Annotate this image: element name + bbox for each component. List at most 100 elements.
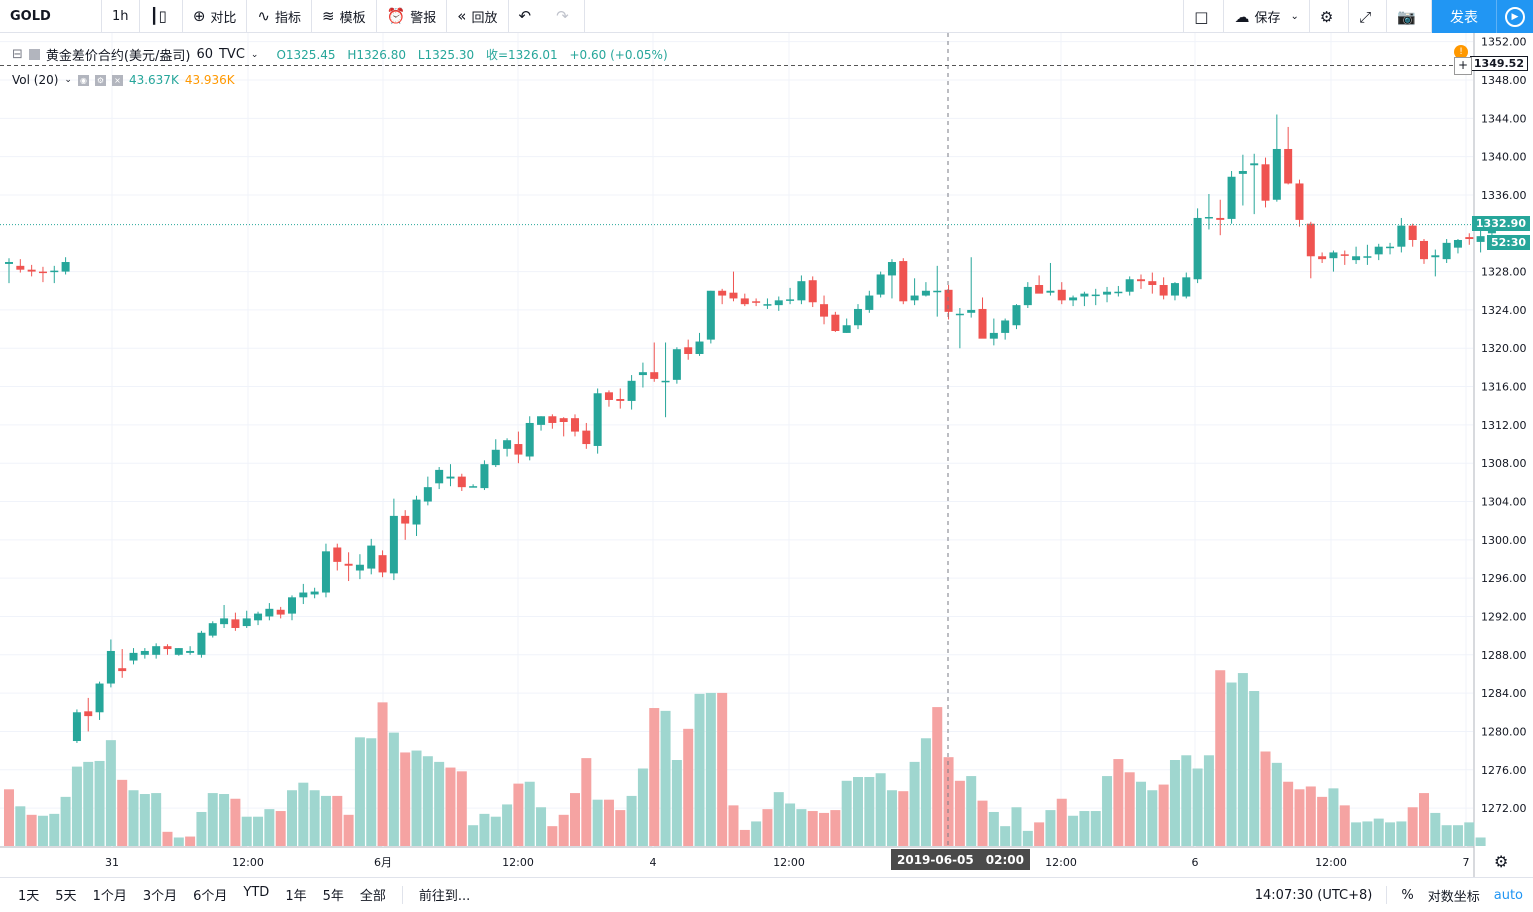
volume-bar <box>411 750 422 846</box>
volume-bar <box>751 821 762 846</box>
candle-body <box>672 349 681 380</box>
volume-bar <box>1045 810 1056 846</box>
volume-bar <box>388 732 399 846</box>
volume-bar <box>1396 821 1407 846</box>
candle-body <box>1125 279 1134 292</box>
candle-body <box>469 486 478 488</box>
candle-body <box>752 301 761 303</box>
candle-body <box>854 308 862 326</box>
volume-bar <box>1147 790 1158 846</box>
bottom-bar: 1天 5天 1个月 3个月 6个月 YTD 1年 5年 全部 前往到... 14:07:30 (… <box>0 877 1533 911</box>
add-alert-icon[interactable]: + <box>1454 57 1472 75</box>
candle-body <box>571 418 579 432</box>
indicators-button[interactable]: ∿ 指标 <box>247 0 312 33</box>
chart-style-button[interactable]: ┃▯ <box>140 0 183 33</box>
candle-body <box>1238 171 1247 174</box>
candle-body <box>288 597 296 614</box>
candle-body <box>378 555 387 573</box>
redo-button[interactable]: ↷ <box>546 0 585 33</box>
clock[interactable]: 14:07:30 (UTC+8) <box>1254 887 1373 903</box>
volume-bar <box>1419 793 1429 846</box>
volume-bar <box>264 809 275 846</box>
candle-body <box>1046 290 1055 293</box>
volume-bar <box>377 702 388 846</box>
range-button[interactable]: 1年 <box>285 889 307 904</box>
volume-bar <box>615 810 626 846</box>
auto-toggle[interactable]: auto <box>1493 887 1523 903</box>
volume-bar <box>1283 781 1294 846</box>
snapshot-button[interactable]: 📷 <box>1387 0 1432 33</box>
alert-button[interactable]: ⏰ 警报 <box>377 0 448 33</box>
range-button[interactable]: 1个月 <box>92 889 127 904</box>
candle-body <box>955 313 964 316</box>
replay-button[interactable]: « 回放 <box>447 0 509 33</box>
chevron-down-icon[interactable]: ⌄ <box>250 49 259 60</box>
candle-body <box>276 609 285 615</box>
range-button[interactable]: 5年 <box>322 889 344 904</box>
volume-bar <box>1090 811 1101 846</box>
candle-body <box>899 261 908 302</box>
volume-bar <box>739 829 750 846</box>
eye-icon[interactable]: ◉ <box>77 74 89 86</box>
cloud-icon: ☁ <box>1234 7 1250 26</box>
volume-bar <box>1056 798 1067 846</box>
save-button[interactable]: ☁ 保存 ⌄ <box>1224 0 1310 33</box>
volume-bar <box>117 779 128 846</box>
gear-icon[interactable]: ⚙ <box>94 74 106 86</box>
settings-button[interactable]: ⚙ <box>1310 0 1350 33</box>
volume-bar <box>309 790 320 846</box>
templates-button[interactable]: ≋ 模板 <box>312 0 377 33</box>
chart-settings-icon[interactable]: ⚙ <box>1494 852 1509 871</box>
price-tick-label: 1292.00 <box>1481 610 1527 623</box>
volume-bar <box>1441 825 1452 846</box>
volume-bar <box>683 728 694 846</box>
candle-body <box>208 623 217 636</box>
range-button[interactable]: 5天 <box>55 889 77 904</box>
fullscreen-button[interactable]: ⤢ <box>1349 0 1388 33</box>
price-chart[interactable]: 1352.00 1348.00 1344.00 1340.00 1336.00 1328.… <box>0 33 1533 877</box>
price-tick-label: 1324.00 <box>1481 304 1527 317</box>
candle-body <box>1227 176 1236 219</box>
open-value: O1325.45 <box>276 48 336 62</box>
time-tick-label: 4 <box>650 856 657 869</box>
range-button[interactable]: YTD <box>243 885 270 900</box>
volume-bar <box>60 796 71 846</box>
range-button[interactable]: 6个月 <box>193 889 228 904</box>
candle-body <box>84 711 93 717</box>
candle-body <box>1159 285 1168 296</box>
undo-button[interactable]: ↶ <box>509 0 547 33</box>
top-toolbar: GOLD 1h ┃▯ ⊕ 对比 ∿ 指标 ≋ 模板 ⏰ 警报 « 回放 ↶ ↷ … <box>0 0 1533 33</box>
range-button[interactable]: 3个月 <box>142 889 178 904</box>
volume-bar <box>524 781 535 846</box>
publish-button[interactable]: 发表 <box>1432 0 1496 33</box>
range-button[interactable]: 1天 <box>18 889 40 904</box>
log-toggle[interactable]: 对数坐标 <box>1427 889 1480 905</box>
chevron-down-icon[interactable]: ⌄ <box>64 75 72 85</box>
volume-bar <box>434 761 445 846</box>
candle-body <box>638 372 647 376</box>
candle-body <box>367 545 376 569</box>
price-tick-label: 1344.00 <box>1481 112 1527 125</box>
volume-bar <box>626 795 637 846</box>
volume-bar <box>241 816 252 846</box>
alert-price: 1349.52 <box>1473 57 1524 70</box>
volume-bar <box>253 816 264 846</box>
candle-body <box>16 265 25 270</box>
close-icon[interactable]: × <box>111 74 123 86</box>
percent-toggle[interactable]: % <box>1401 887 1414 903</box>
volume-bar <box>490 816 501 846</box>
symbol-search[interactable]: GOLD <box>0 0 102 33</box>
compare-button[interactable]: ⊕ 对比 <box>183 0 248 33</box>
collapse-icon[interactable]: ⊟ <box>12 47 23 62</box>
time-tick-label: 31 <box>105 856 119 869</box>
volume-bar <box>1249 691 1260 846</box>
range-button[interactable]: 全部 <box>359 889 386 904</box>
flag-icon[interactable] <box>28 49 40 60</box>
interval-button[interactable]: 1h <box>102 0 140 33</box>
candle-body <box>1272 148 1281 200</box>
alert-marker-icon[interactable]: ! <box>1454 45 1468 59</box>
fullscreen-layout-button[interactable]: □ <box>1183 0 1225 33</box>
play-button[interactable]: ▶ <box>1496 0 1533 33</box>
templates-icon: ≋ <box>322 7 335 25</box>
goto-date-button[interactable]: 前往到... <box>418 889 471 904</box>
